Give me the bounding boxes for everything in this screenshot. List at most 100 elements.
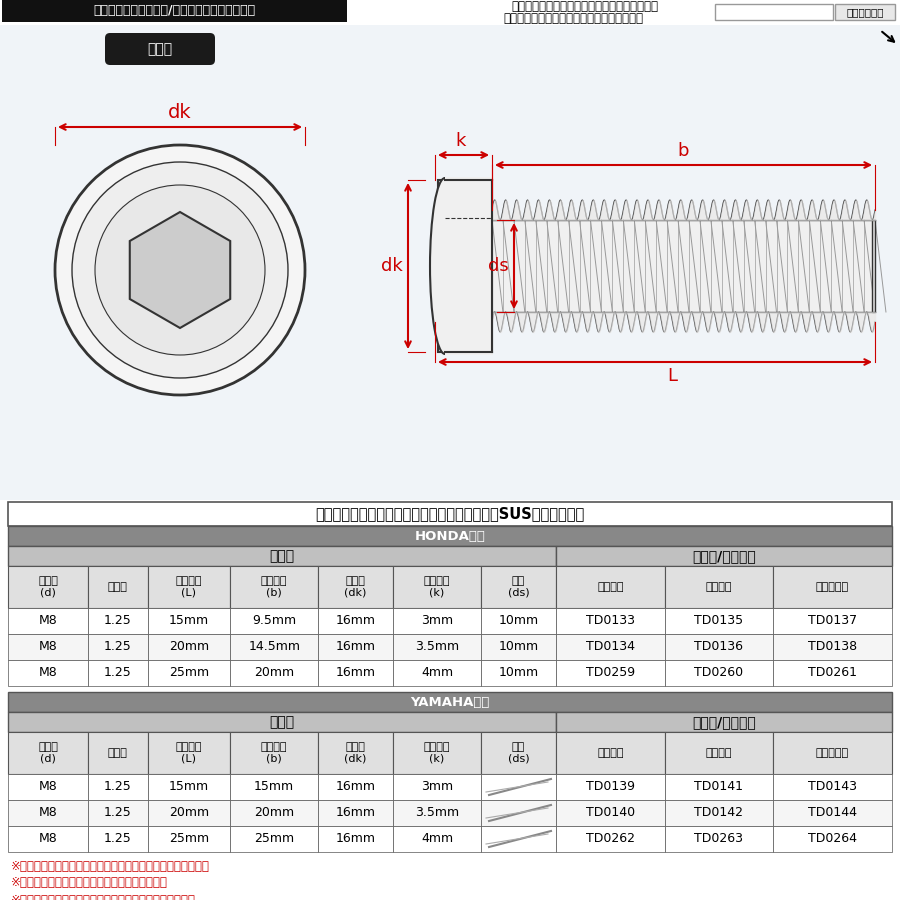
Text: 20mm: 20mm: [169, 806, 209, 820]
Text: ストア内検索に商品番号を入力して頂けますと: ストア内検索に商品番号を入力して頂けますと: [511, 1, 659, 13]
Ellipse shape: [430, 178, 460, 354]
Text: 頭部高さ
(k): 頭部高さ (k): [424, 742, 450, 764]
Text: HONDA車用: HONDA車用: [415, 529, 485, 543]
Bar: [8, 692, 892, 712]
Bar: [393, 566, 481, 608]
Bar: [556, 732, 664, 774]
Bar: [664, 800, 773, 826]
Text: カラー/当店品番: カラー/当店品番: [692, 549, 756, 563]
Text: TD0138: TD0138: [808, 641, 857, 653]
Text: サイズ: サイズ: [269, 715, 294, 729]
Text: 1.25: 1.25: [104, 667, 131, 680]
Text: TD0142: TD0142: [694, 806, 743, 820]
Circle shape: [72, 162, 288, 378]
Text: 1.25: 1.25: [104, 832, 131, 845]
Bar: [8, 608, 88, 634]
Bar: [230, 660, 319, 686]
Bar: [664, 634, 773, 660]
Bar: [148, 800, 230, 826]
Bar: [8, 712, 556, 732]
Text: ピッチ: ピッチ: [108, 748, 128, 758]
Text: 4mm: 4mm: [421, 832, 453, 845]
Text: TD0144: TD0144: [808, 806, 857, 820]
Bar: [319, 800, 393, 826]
Bar: [481, 608, 556, 634]
Text: 3.5mm: 3.5mm: [415, 641, 459, 653]
Bar: [835, 4, 895, 20]
Text: TD0136: TD0136: [694, 641, 743, 653]
Text: L: L: [668, 367, 678, 385]
Bar: [8, 660, 88, 686]
Text: TD0141: TD0141: [694, 780, 743, 794]
Bar: [88, 608, 148, 634]
Text: M8: M8: [39, 780, 58, 794]
Text: TD0259: TD0259: [586, 667, 634, 680]
Text: TD0262: TD0262: [586, 832, 634, 845]
Bar: [773, 608, 892, 634]
Circle shape: [55, 145, 305, 395]
Text: 六角穴: 六角穴: [148, 42, 173, 56]
Text: シルバー: シルバー: [597, 582, 624, 592]
Text: 1.25: 1.25: [104, 615, 131, 627]
Text: 軸径
(ds): 軸径 (ds): [508, 742, 529, 764]
Text: 10mm: 10mm: [499, 615, 538, 627]
Text: ※記載のサイズは平均値です。個体により誤差がございます。: ※記載のサイズは平均値です。個体により誤差がございます。: [11, 860, 210, 872]
Text: 16mm: 16mm: [336, 832, 375, 845]
Text: お探しの商品に素早くアクセスが出来ます。: お探しの商品に素早くアクセスが出来ます。: [503, 12, 643, 24]
Text: 焼きチタン: 焼きチタン: [816, 748, 849, 758]
Bar: [319, 566, 393, 608]
Bar: [88, 732, 148, 774]
Bar: [481, 660, 556, 686]
Bar: [8, 634, 88, 660]
Bar: [556, 826, 664, 852]
Text: TD0133: TD0133: [586, 615, 634, 627]
Text: 20mm: 20mm: [169, 641, 209, 653]
Bar: [481, 634, 556, 660]
Bar: [481, 800, 556, 826]
Text: TD0134: TD0134: [586, 641, 634, 653]
Text: 20mm: 20mm: [254, 667, 294, 680]
Text: dk: dk: [381, 257, 403, 275]
Bar: [8, 566, 88, 608]
Bar: [8, 826, 88, 852]
Bar: [230, 800, 319, 826]
Text: 9.5mm: 9.5mm: [252, 615, 296, 627]
Text: M8: M8: [39, 641, 58, 653]
Bar: [319, 826, 393, 852]
Bar: [393, 774, 481, 800]
Text: 焼きチタン: 焼きチタン: [816, 582, 849, 592]
Bar: [230, 774, 319, 800]
Text: 15mm: 15mm: [254, 780, 294, 794]
Text: TD0143: TD0143: [808, 780, 857, 794]
Text: 3mm: 3mm: [421, 615, 453, 627]
Text: 1.25: 1.25: [104, 806, 131, 820]
Bar: [148, 660, 230, 686]
Text: ゴールド: ゴールド: [706, 582, 732, 592]
Text: 1.25: 1.25: [104, 641, 131, 653]
Bar: [319, 634, 393, 660]
Circle shape: [95, 185, 265, 355]
Bar: [319, 774, 393, 800]
Text: TD0137: TD0137: [808, 615, 857, 627]
Bar: [445, 177, 493, 355]
Bar: [230, 566, 319, 608]
Bar: [773, 566, 892, 608]
Bar: [393, 608, 481, 634]
Text: TD0264: TD0264: [808, 832, 857, 845]
Text: 頭部径
(dk): 頭部径 (dk): [345, 576, 367, 598]
Text: 3mm: 3mm: [421, 780, 453, 794]
Text: ds: ds: [488, 257, 508, 275]
Text: 25mm: 25mm: [169, 667, 209, 680]
Bar: [393, 800, 481, 826]
Bar: [664, 660, 773, 686]
Text: 呼び長さ
(L): 呼び長さ (L): [176, 576, 202, 598]
Text: ディスクローターボルト【フラットヘッド】（SUSステンレス）: ディスクローターボルト【フラットヘッド】（SUSステンレス）: [315, 507, 585, 521]
Bar: [148, 774, 230, 800]
Bar: [481, 826, 556, 852]
Text: 16mm: 16mm: [336, 615, 375, 627]
Text: M8: M8: [39, 615, 58, 627]
Bar: [0, 25, 900, 500]
Text: 16mm: 16mm: [336, 641, 375, 653]
Bar: [88, 774, 148, 800]
Text: 10mm: 10mm: [499, 641, 538, 653]
